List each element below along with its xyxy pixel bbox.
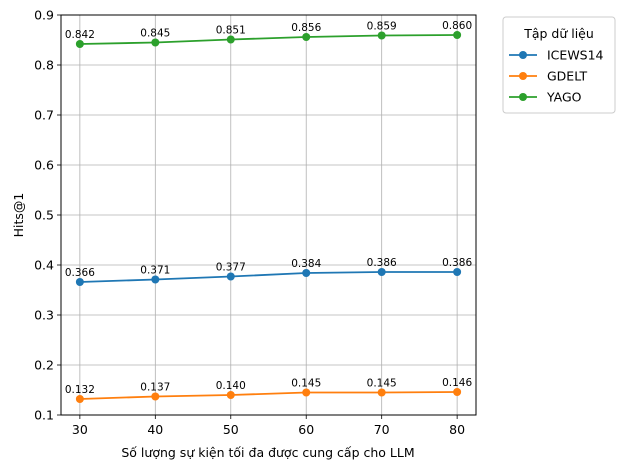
y-axis-label: Hits@1 xyxy=(11,193,26,238)
data-label-yago: 0.842 xyxy=(65,29,95,41)
x-axis-label: Số lượng sự kiện tối đa được cung cấp ch… xyxy=(121,445,414,460)
data-label-icews14: 0.386 xyxy=(367,257,397,269)
series-line-icews14 xyxy=(79,271,458,283)
series-lines xyxy=(75,31,462,403)
y-tick-label: 0.2 xyxy=(34,358,54,373)
data-label-icews14: 0.377 xyxy=(216,262,246,274)
grid-lines xyxy=(61,14,476,416)
data-label-gdelt: 0.137 xyxy=(140,382,170,394)
legend-label-gdelt: GDELT xyxy=(547,69,587,84)
data-point-icews14 xyxy=(453,268,462,276)
data-point-icews14 xyxy=(226,272,235,281)
data-point-icews14 xyxy=(302,269,311,277)
x-tick-label: 60 xyxy=(298,422,314,437)
data-point-gdelt xyxy=(453,388,462,396)
data-label-gdelt: 0.145 xyxy=(367,378,397,390)
x-tick-label: 80 xyxy=(449,422,465,437)
legend-title: Tập dữ liệu xyxy=(523,26,594,41)
data-point-gdelt xyxy=(302,388,311,397)
x-tick-label: 70 xyxy=(374,422,390,437)
legend-label-icews14: ICEWS14 xyxy=(547,48,604,63)
y-tick-label: 0.6 xyxy=(34,158,54,173)
data-label-icews14: 0.384 xyxy=(291,258,321,270)
legend-marker-yago xyxy=(519,93,527,101)
y-tick-label: 0.9 xyxy=(34,8,54,23)
data-point-gdelt xyxy=(151,392,160,401)
legend-entries: ICEWS14 GDELT YAGO xyxy=(509,48,604,105)
data-label-icews14: 0.371 xyxy=(140,265,170,277)
data-point-yago xyxy=(226,35,235,44)
y-tick-label: 0.3 xyxy=(34,308,54,323)
legend-box xyxy=(502,16,616,114)
data-label-gdelt: 0.146 xyxy=(442,377,472,389)
data-label-yago: 0.860 xyxy=(442,20,472,32)
data-point-yago xyxy=(151,38,160,47)
y-tick-label: 0.5 xyxy=(34,208,54,223)
data-point-yago xyxy=(377,31,386,40)
data-label-yago: 0.856 xyxy=(291,22,321,34)
data-label-gdelt: 0.145 xyxy=(291,378,321,390)
data-label-yago: 0.851 xyxy=(216,25,246,37)
data-label-yago: 0.859 xyxy=(367,21,397,33)
data-labels: 0.366 0.371 0.377 0.384 0.386 0.386 0.132 0.137… xyxy=(65,20,473,396)
data-label-gdelt: 0.132 xyxy=(65,384,95,396)
x-tick-label: 50 xyxy=(223,422,239,437)
data-point-gdelt xyxy=(377,388,386,397)
legend-label-yago: YAGO xyxy=(546,90,582,105)
series-line-gdelt xyxy=(79,391,458,400)
y-tick-label: 0.1 xyxy=(34,408,54,423)
y-tick-label: 0.8 xyxy=(34,58,54,73)
legend-marker-icews14 xyxy=(519,51,527,59)
x-tick-label: 30 xyxy=(72,422,88,437)
x-tick-label: 40 xyxy=(147,422,163,437)
legend-marker-gdelt xyxy=(519,72,527,80)
data-point-yago xyxy=(302,33,311,41)
data-point-yago xyxy=(453,31,462,39)
data-point-icews14 xyxy=(151,275,160,284)
data-point-gdelt xyxy=(226,391,235,399)
data-point-gdelt xyxy=(75,395,84,403)
data-point-icews14 xyxy=(377,268,386,276)
axis-ticks: 30 40 50 60 70 80 0.1 0.2 0.3 0.4 0.5 0.6 0.7 0.8 0.9 xyxy=(34,8,465,438)
data-point-icews14 xyxy=(75,278,84,286)
data-label-gdelt: 0.140 xyxy=(216,380,246,392)
data-label-yago: 0.845 xyxy=(140,28,170,40)
y-tick-label: 0.4 xyxy=(34,258,54,273)
data-point-yago xyxy=(75,40,84,48)
data-label-icews14: 0.386 xyxy=(442,257,472,269)
y-tick-label: 0.7 xyxy=(34,108,54,123)
series-line-yago xyxy=(79,34,458,45)
legend: Tập dữ liệu ICEWS14 GDELT YAGO xyxy=(502,16,616,114)
data-label-icews14: 0.366 xyxy=(65,267,95,279)
